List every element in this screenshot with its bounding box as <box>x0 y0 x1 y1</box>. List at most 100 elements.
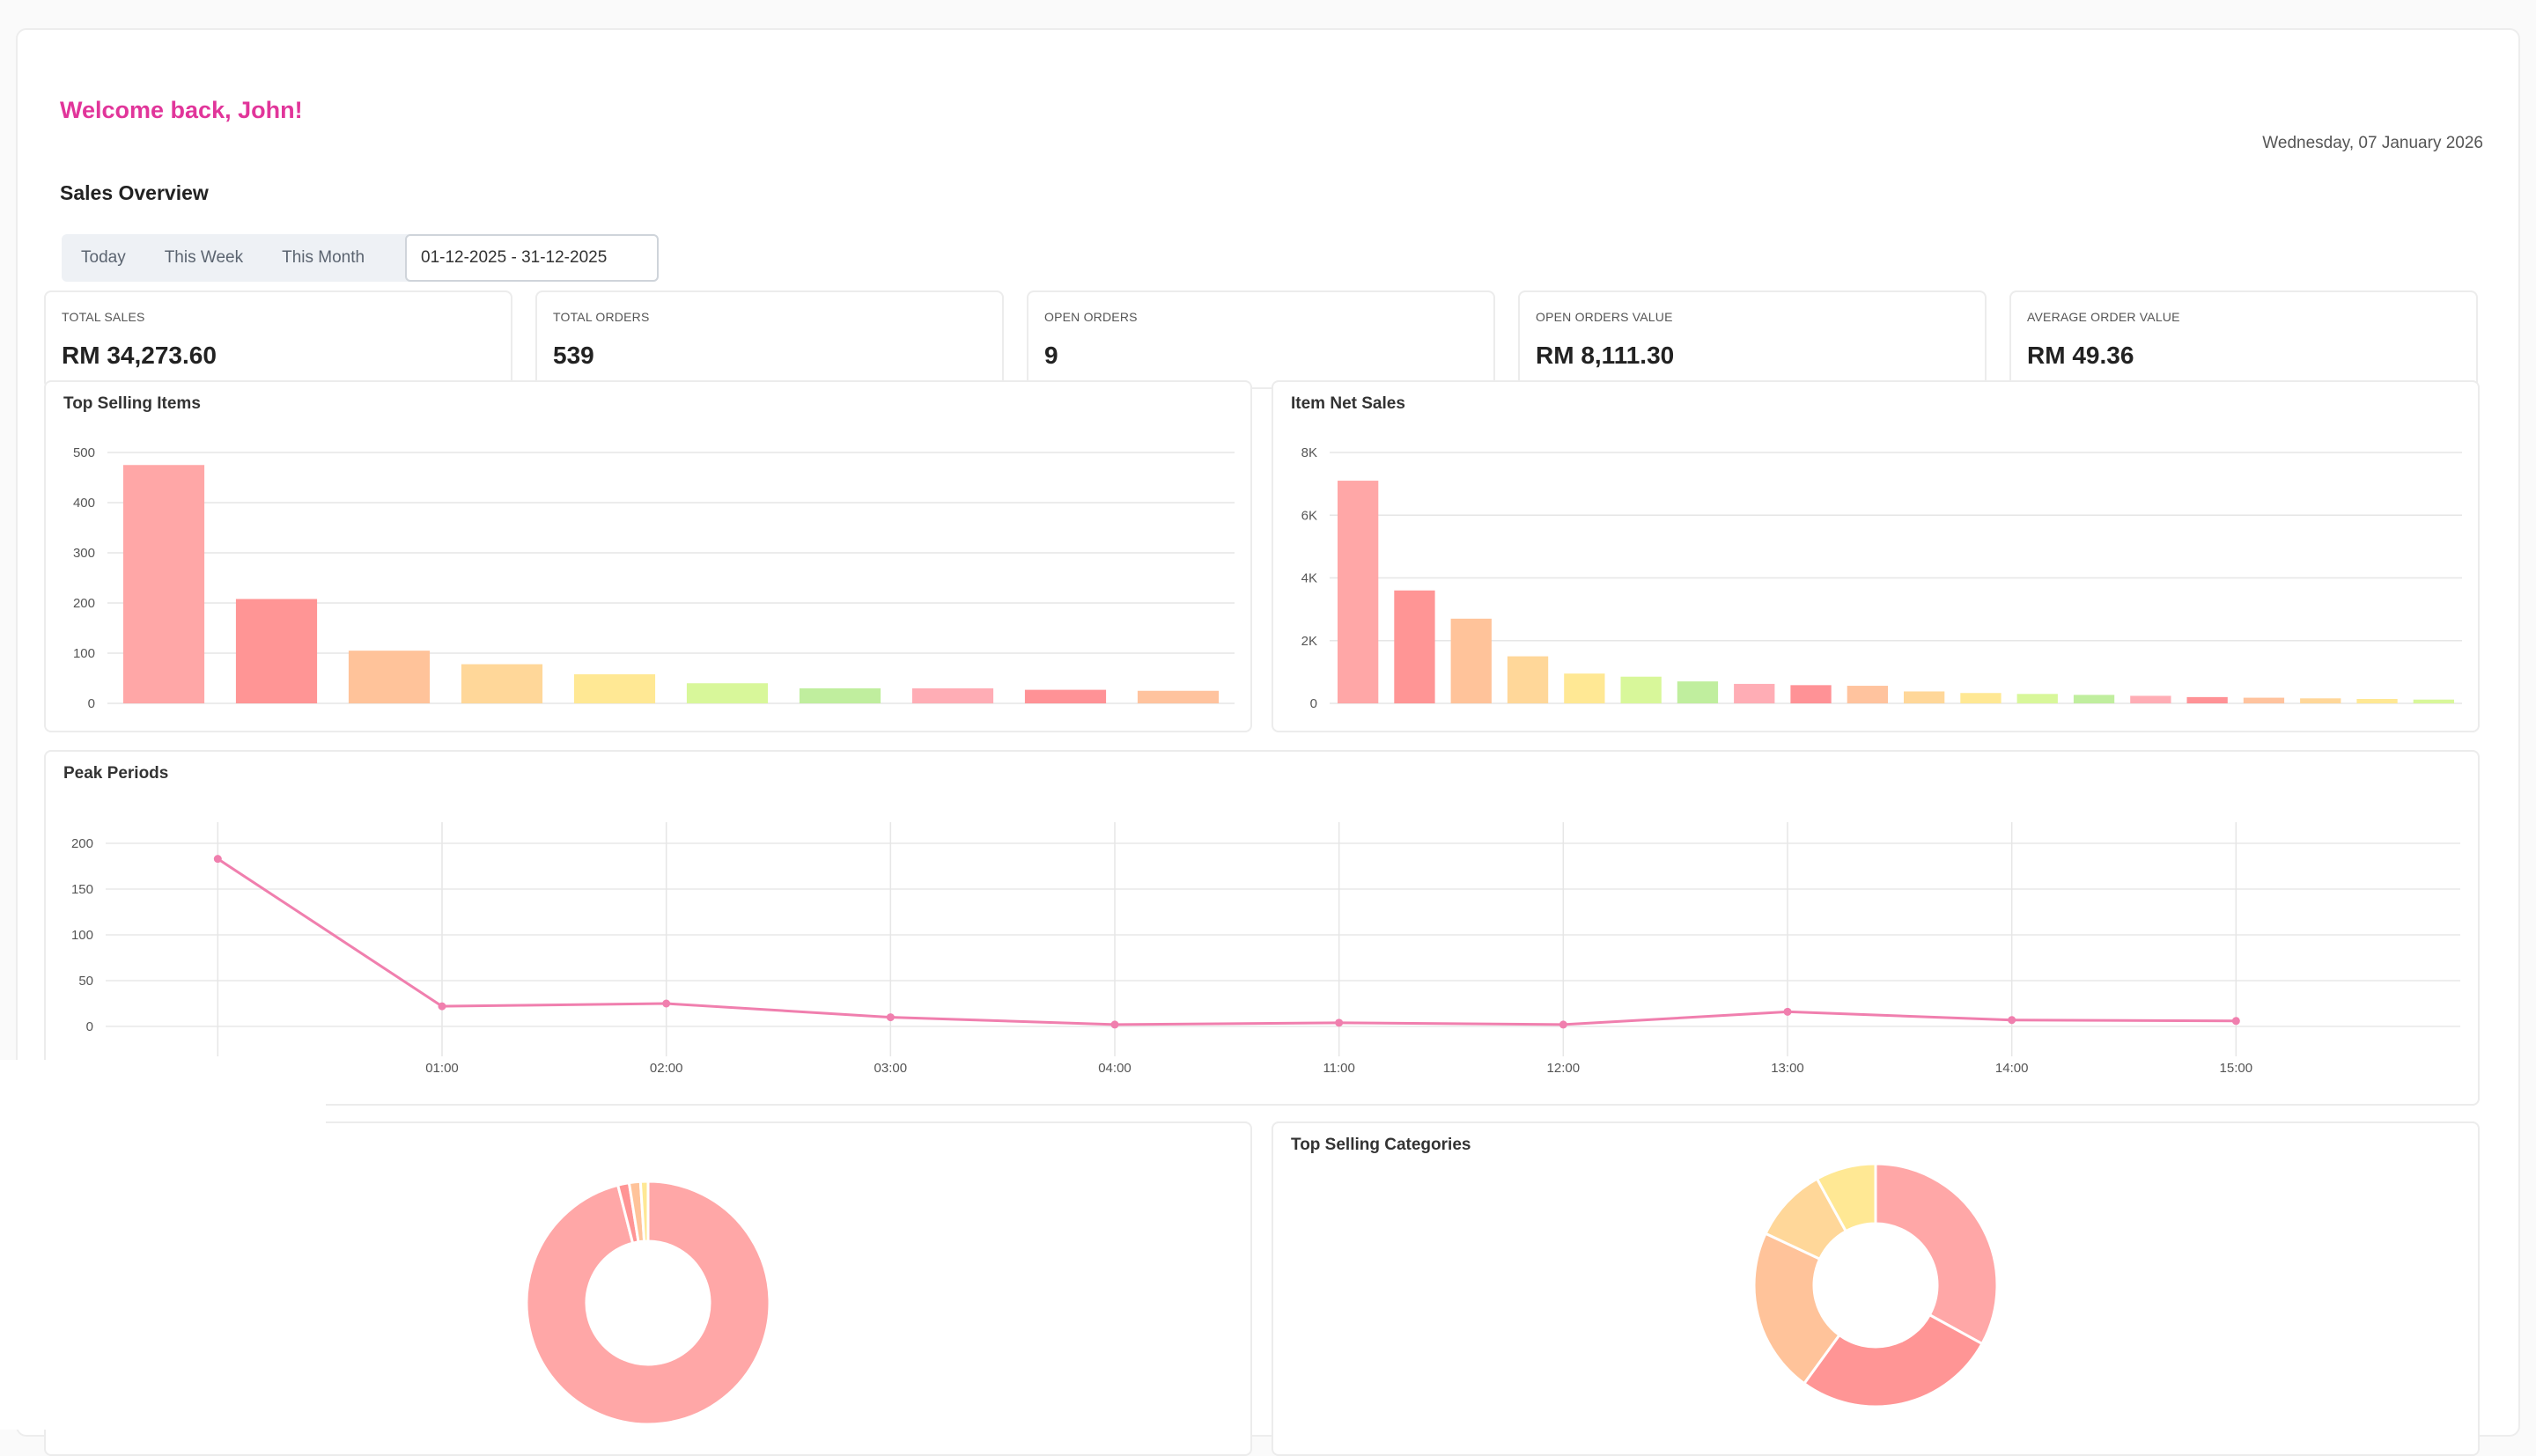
sales-share-donut <box>525 1180 771 1426</box>
data-point <box>1783 1007 1792 1016</box>
x-tick-label: 03:00 <box>874 1061 908 1076</box>
bar <box>348 651 431 703</box>
bar <box>1734 683 1775 703</box>
pie-slice <box>638 1180 650 1243</box>
kpi-average-order-value: AVERAGE ORDER VALUE RM 49.36 <box>2009 290 2478 389</box>
bar <box>2243 697 2285 703</box>
bar <box>2413 699 2454 703</box>
filter-today-button[interactable]: Today <box>81 248 126 267</box>
bar <box>2130 695 2171 703</box>
y-tick-label: 100 <box>71 928 93 943</box>
pie-slice <box>1874 1162 1999 1346</box>
bar <box>2186 696 2228 703</box>
data-point <box>1110 1020 1119 1029</box>
top-selling-items-card: Top Selling Items 0 100 200 300 400 500 <box>44 380 1252 732</box>
chart-title: Peak Periods <box>63 764 169 783</box>
data-point <box>2008 1016 2016 1025</box>
x-tick-label: 13:00 <box>1771 1061 1804 1076</box>
pie-slice <box>1815 1162 1877 1233</box>
bar <box>911 688 994 703</box>
bar <box>1677 681 1719 703</box>
y-tick-label: 2K <box>1301 634 1317 649</box>
bar <box>2073 695 2115 703</box>
bar <box>2300 698 2341 703</box>
kpi-value: 9 <box>1044 342 1058 369</box>
chart-title: Top Selling Items <box>63 394 201 413</box>
series-line <box>217 857 2237 1026</box>
bar <box>461 664 543 703</box>
y-tick-label: 8K <box>1301 445 1317 460</box>
bar <box>1904 691 1945 703</box>
data-point <box>886 1013 895 1022</box>
y-tick-label: 6K <box>1301 508 1317 523</box>
blank-overlay <box>0 1060 326 1430</box>
y-tick-label: 150 <box>71 882 93 897</box>
bar <box>235 599 318 703</box>
kpi-open-orders-value: OPEN ORDERS VALUE RM 8,111.30 <box>1518 290 1987 389</box>
y-tick-label: 100 <box>73 646 95 661</box>
item-net-sales-card: Item Net Sales 0 2K 4K 6K 8K <box>1272 380 2480 732</box>
bar <box>1394 590 1435 703</box>
x-tick-label: 14:00 <box>1995 1061 2029 1076</box>
kpi-label: TOTAL ORDERS <box>553 310 650 324</box>
x-tick-label: 04:00 <box>1098 1061 1132 1076</box>
y-tick-label: 0 <box>1310 696 1317 711</box>
peak-periods-chart: 0 50 100 150 200 01:00 02:00 03:00 04:00 11:00 12:… <box>71 822 2460 1076</box>
kpi-label: OPEN ORDERS VALUE <box>1536 310 1673 324</box>
x-tick-label: 15:00 <box>2220 1061 2253 1076</box>
bar <box>1620 676 1662 703</box>
kpi-total-orders: TOTAL ORDERS 539 <box>535 290 1004 389</box>
bar <box>799 688 881 703</box>
bar <box>1338 481 1379 703</box>
chart-title: Item Net Sales <box>1291 394 1405 413</box>
bar <box>686 683 769 703</box>
kpi-value: 539 <box>553 342 594 369</box>
filter-this-week-button[interactable]: This Week <box>164 248 244 267</box>
data-point <box>438 1002 446 1011</box>
y-tick-label: 500 <box>73 445 95 460</box>
bar <box>1450 618 1492 703</box>
peak-periods-card: Peak Periods 0 50 100 150 200 01:00 02:00 03:00… <box>44 750 2480 1106</box>
kpi-value: RM 34,273.60 <box>62 342 217 369</box>
y-tick-label: 0 <box>88 696 95 711</box>
bar <box>122 465 205 703</box>
kpi-total-sales: TOTAL SALES RM 34,273.60 <box>44 290 512 389</box>
top-selling-items-chart: 0 100 200 300 400 500 <box>73 445 1235 711</box>
kpi-value: RM 8,111.30 <box>1536 342 1675 369</box>
kpi-label: TOTAL SALES <box>62 310 145 324</box>
filter-this-month-button[interactable]: This Month <box>282 248 365 267</box>
kpi-label: OPEN ORDERS <box>1044 310 1138 324</box>
bar <box>2016 694 2058 703</box>
bar <box>1137 690 1220 703</box>
kpi-value: RM 49.36 <box>2027 342 2134 369</box>
data-point <box>213 855 222 864</box>
data-point <box>1335 1018 1344 1027</box>
bar <box>1564 673 1605 703</box>
item-net-sales-chart: 0 2K 4K 6K 8K <box>1301 445 2462 711</box>
y-tick-label: 50 <box>78 974 93 989</box>
x-tick-label: 11:00 <box>1323 1061 1354 1076</box>
pie-slice <box>1752 1232 1841 1386</box>
date-range-input[interactable]: 01-12-2025 - 31-12-2025 <box>405 234 659 282</box>
x-tick-label: 01:00 <box>425 1061 459 1076</box>
kpi-label: AVERAGE ORDER VALUE <box>2027 310 2180 324</box>
bar <box>573 673 656 703</box>
pie-slice <box>525 1180 771 1426</box>
chart-title: Top Selling Categories <box>1291 1136 1471 1154</box>
bar <box>2356 699 2398 703</box>
pie-slice <box>1802 1313 1984 1408</box>
bar <box>1024 689 1107 703</box>
y-tick-label: 0 <box>86 1019 93 1034</box>
bar <box>1790 685 1832 703</box>
data-point <box>1559 1020 1567 1029</box>
section-title: Sales Overview <box>60 181 209 204</box>
y-tick-label: 200 <box>71 836 93 851</box>
top-selling-categories-donut <box>1752 1162 1999 1408</box>
data-point <box>662 999 671 1008</box>
bar <box>1847 686 1888 703</box>
dashboard-page: Welcome back, John! Wednesday, 07 Januar… <box>16 28 2520 1456</box>
y-tick-label: 400 <box>73 496 95 511</box>
x-tick-label: 02:00 <box>650 1061 683 1076</box>
x-tick-label: 12:00 <box>1547 1061 1581 1076</box>
kpi-open-orders: OPEN ORDERS 9 <box>1027 290 1495 389</box>
